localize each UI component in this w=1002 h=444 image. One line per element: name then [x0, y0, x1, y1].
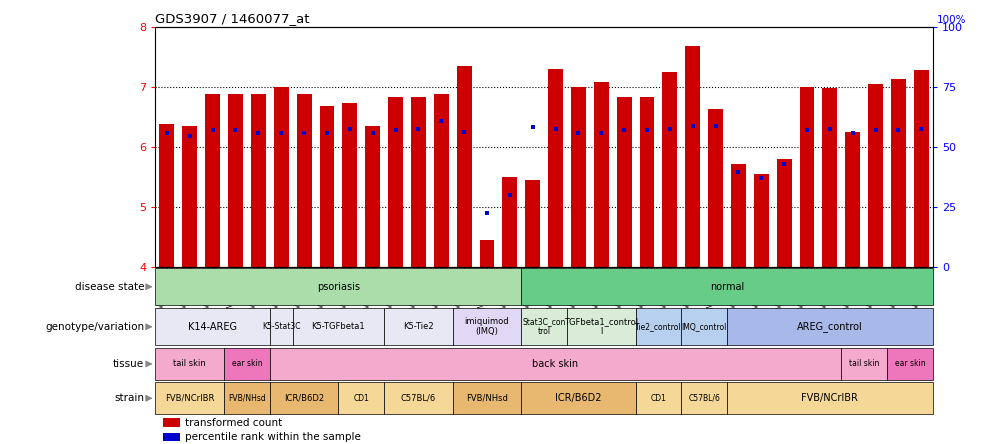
Bar [525, 180, 540, 267]
Bar [250, 94, 266, 267]
Bar [163, 418, 180, 427]
Bar [434, 94, 448, 267]
Text: C57BL/6: C57BL/6 [687, 394, 719, 403]
Text: IMQ_control: IMQ_control [680, 322, 726, 331]
Text: transformed count: transformed count [184, 417, 282, 428]
Bar [730, 163, 745, 267]
Bar [726, 309, 932, 345]
Bar [297, 94, 312, 267]
Bar [338, 382, 384, 414]
Bar [593, 82, 608, 267]
Text: 100%: 100% [936, 15, 966, 25]
Bar [684, 46, 699, 267]
Text: disease state: disease state [74, 282, 144, 292]
Bar [456, 66, 471, 267]
Text: percentile rank within the sample: percentile rank within the sample [184, 432, 361, 442]
Bar [270, 382, 338, 414]
Bar [521, 309, 566, 345]
Bar [384, 309, 452, 345]
Text: K5-Tie2: K5-Tie2 [403, 322, 433, 331]
Bar [566, 309, 635, 345]
Text: strain: strain [114, 393, 144, 403]
Bar [890, 79, 905, 267]
Bar [521, 382, 635, 414]
Bar [411, 98, 426, 267]
Bar [155, 309, 270, 345]
Text: ICR/B6D2: ICR/B6D2 [555, 393, 601, 403]
Bar [320, 106, 334, 267]
Bar [182, 126, 197, 267]
Text: K14-AREG: K14-AREG [188, 322, 236, 332]
Text: tail skin: tail skin [173, 360, 206, 369]
Text: tail skin: tail skin [848, 360, 879, 369]
Text: FVB/NHsd: FVB/NHsd [227, 394, 266, 403]
Bar [388, 98, 403, 267]
Bar [886, 348, 932, 380]
Bar [155, 382, 223, 414]
Bar [639, 98, 653, 267]
Bar [452, 382, 521, 414]
Text: AREG_control: AREG_control [797, 321, 862, 332]
Bar [223, 348, 270, 380]
Bar [270, 348, 841, 380]
Bar [707, 110, 722, 267]
Bar [293, 309, 384, 345]
Text: psoriasis: psoriasis [317, 282, 360, 292]
Bar [913, 70, 928, 267]
Bar [342, 103, 357, 267]
Bar [841, 348, 886, 380]
Bar [274, 87, 289, 267]
Bar [726, 382, 932, 414]
Text: FVB/NCrIBR: FVB/NCrIBR [165, 394, 214, 403]
Bar [227, 94, 242, 267]
Text: Stat3C_con
trol: Stat3C_con trol [522, 317, 565, 337]
Bar [680, 382, 726, 414]
Bar [155, 348, 223, 380]
Bar [635, 382, 680, 414]
Text: K5-TGFbeta1: K5-TGFbeta1 [312, 322, 365, 331]
Bar [799, 87, 814, 267]
Text: genotype/variation: genotype/variation [45, 322, 144, 332]
Bar [776, 159, 791, 267]
Text: normal: normal [709, 282, 743, 292]
Bar [479, 240, 494, 267]
Text: CD1: CD1 [650, 394, 665, 403]
Bar [159, 124, 174, 267]
Bar [270, 309, 293, 345]
Text: FVB/NHsd: FVB/NHsd [466, 394, 507, 403]
Text: imiquimod
(IMQ): imiquimod (IMQ) [464, 317, 509, 337]
Text: back skin: back skin [532, 359, 578, 369]
Text: FVB/NCrIBR: FVB/NCrIBR [801, 393, 858, 403]
Bar [365, 126, 380, 267]
Bar [452, 309, 521, 345]
Bar [635, 309, 680, 345]
Bar [754, 174, 768, 267]
Bar [570, 87, 585, 267]
Text: ICR/B6D2: ICR/B6D2 [284, 394, 324, 403]
Text: ear skin: ear skin [894, 360, 924, 369]
Text: C57BL/6: C57BL/6 [401, 394, 436, 403]
Text: tissue: tissue [113, 359, 144, 369]
Bar [547, 69, 562, 267]
Text: GDS3907 / 1460077_at: GDS3907 / 1460077_at [155, 12, 310, 25]
Bar [845, 132, 860, 267]
Bar [155, 268, 521, 305]
Bar [521, 268, 932, 305]
Text: Tie2_control: Tie2_control [634, 322, 681, 331]
Bar [384, 382, 452, 414]
Bar [163, 432, 180, 441]
Bar [868, 83, 882, 267]
Bar [205, 94, 219, 267]
Text: TGFbeta1_control
l: TGFbeta1_control l [564, 317, 637, 337]
Bar [616, 98, 631, 267]
Text: CD1: CD1 [353, 394, 369, 403]
Bar [680, 309, 726, 345]
Bar [822, 88, 837, 267]
Bar [661, 71, 676, 267]
Text: ear skin: ear skin [231, 360, 262, 369]
Bar [502, 177, 517, 267]
Text: K5-Stat3C: K5-Stat3C [262, 322, 301, 331]
Bar [223, 382, 270, 414]
